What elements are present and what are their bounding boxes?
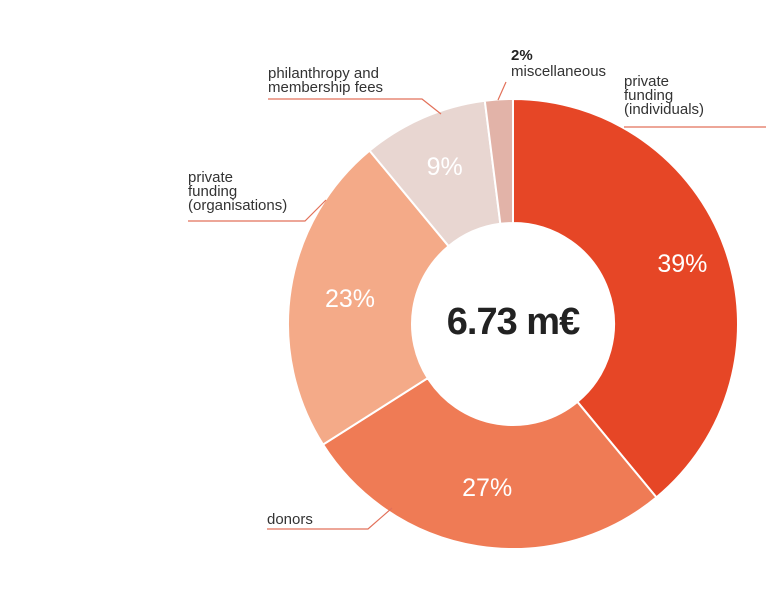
leader-line	[268, 98, 442, 115]
slice-percent-label: 23%	[325, 285, 375, 313]
slice-percent-label: 2%	[511, 47, 533, 64]
slice-category-label: private funding (individuals)	[624, 73, 704, 118]
slice-category-label: philanthropy and membership fees	[268, 65, 383, 96]
donut-hole	[413, 224, 613, 424]
slice-1	[321, 376, 658, 550]
slice-4	[483, 97, 514, 225]
slice-category-label: private funding (organisations)	[188, 169, 287, 214]
slice-percent-label: 39%	[657, 250, 707, 278]
slice-2	[287, 149, 451, 446]
slice-percent-label: 9%	[427, 153, 463, 181]
slice-category-label: donors	[267, 511, 313, 528]
slice-category-label: miscellaneous	[511, 63, 606, 80]
leader-lines	[188, 81, 766, 530]
leader-line	[267, 507, 393, 530]
donut-slices	[287, 97, 739, 550]
slice-percent-label: 27%	[462, 474, 512, 502]
chart-labels: 39% private funding (individuals) 27% donors 2…	[188, 47, 707, 528]
slice-0	[512, 97, 739, 499]
leader-line	[497, 81, 507, 101]
leader-line	[188, 199, 327, 222]
center-total-label: 6.73 m€	[447, 301, 580, 343]
